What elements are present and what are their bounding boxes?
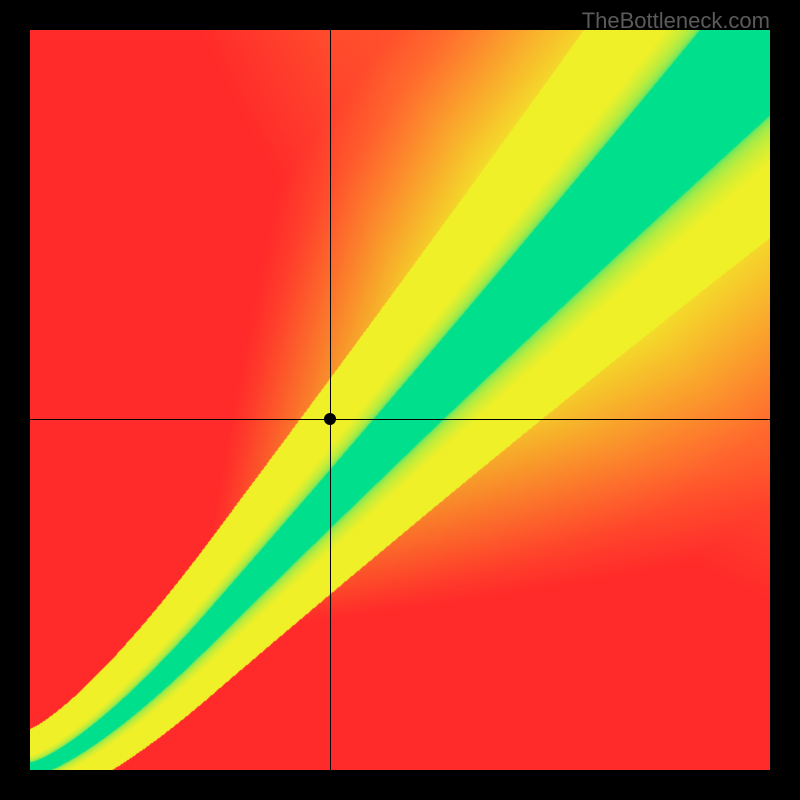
heatmap-canvas (30, 30, 770, 770)
crosshair-horizontal (30, 419, 770, 420)
crosshair-vertical (330, 30, 331, 770)
data-point-marker (324, 413, 336, 425)
chart-container: TheBottleneck.com (0, 0, 800, 800)
watermark-text: TheBottleneck.com (582, 8, 770, 34)
plot-area (30, 30, 770, 770)
